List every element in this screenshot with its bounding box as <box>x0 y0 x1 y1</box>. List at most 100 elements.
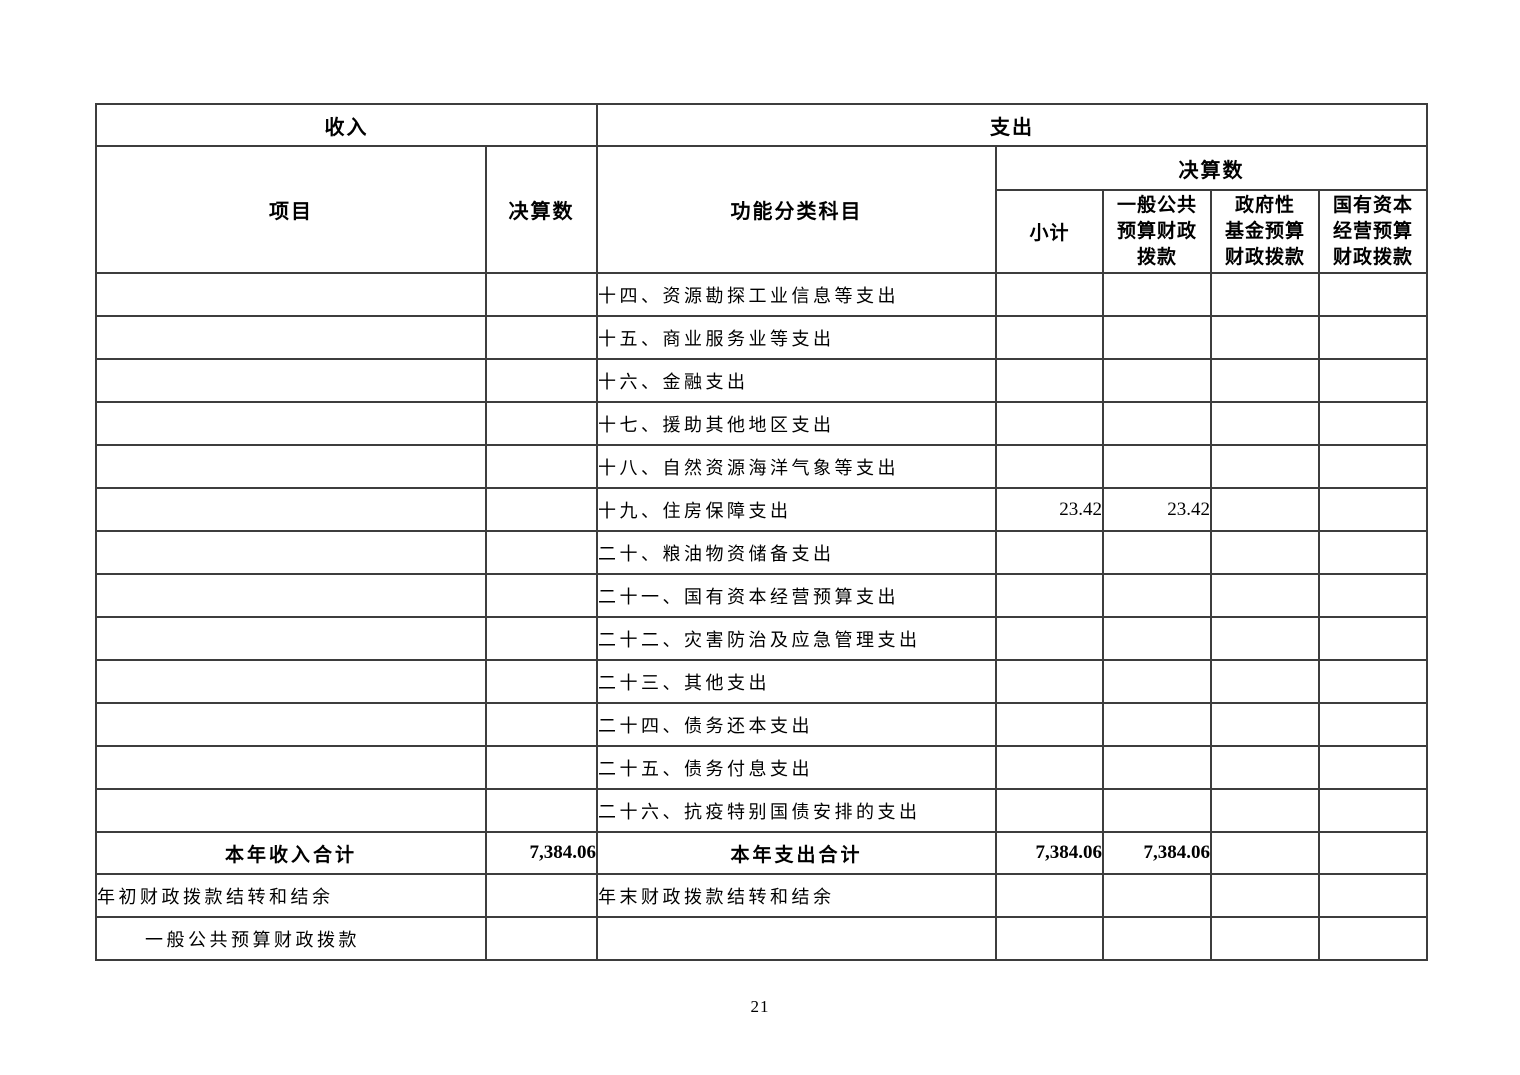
income-item-cell <box>95 702 487 747</box>
table-row: 二十二、灾害防治及应急管理支出 <box>95 616 1429 661</box>
income-item-cell <box>95 401 487 446</box>
table-row: 十四、资源勘探工业信息等支出 <box>95 272 1429 317</box>
carryover-general-cell <box>1102 873 1212 918</box>
state-capital-value-cell <box>1317 358 1429 403</box>
subtotal-value-cell <box>995 745 1104 790</box>
government-fund-value-cell <box>1210 358 1320 403</box>
subtotal-value-cell <box>995 659 1104 704</box>
expense-final-amount-header: 决算数 <box>994 145 1429 191</box>
table-row: 十七、援助其他地区支出 <box>95 401 1429 446</box>
general-budget-value-cell <box>1102 702 1212 747</box>
income-value-cell <box>485 616 598 661</box>
functional-category-header: 功能分类科目 <box>596 145 997 274</box>
header-line: 经营预算 <box>1333 220 1414 242</box>
table-row: 二十四、债务还本支出 <box>95 702 1429 747</box>
income-item-cell <box>95 358 487 403</box>
general-public-budget-header: 一般公共 预算财政 拨款 <box>1102 189 1212 274</box>
general-budget-fund-cell <box>1210 916 1320 961</box>
government-fund-value-cell <box>1210 702 1320 747</box>
expense-section-header: 支出 <box>595 103 1429 147</box>
subtotal-value-cell <box>995 530 1104 575</box>
state-capital-value-cell <box>1317 702 1429 747</box>
expense-category-cell: 二十三、其他支出 <box>596 659 997 704</box>
item-column-header: 项目 <box>95 145 487 274</box>
income-value-cell <box>485 659 598 704</box>
state-capital-value-cell <box>1317 444 1429 489</box>
expense-category-cell: 二十六、抗疫特别国债安排的支出 <box>596 788 997 833</box>
income-item-cell <box>95 573 487 618</box>
income-value-cell <box>485 487 598 532</box>
header-line: 预算财政 <box>1116 220 1197 242</box>
budget-table: 收入 支出 项目 决算数 功能分类科目 决算数 小计 一般公共 预算财政 拨款 … <box>95 103 1429 961</box>
state-capital-value-cell <box>1317 745 1429 790</box>
header-line: 基金预算 <box>1224 220 1305 242</box>
subtotal-value-cell <box>995 616 1104 661</box>
income-carryover-value <box>485 873 598 918</box>
income-section-header: 收入 <box>95 103 598 147</box>
sub-header-row: 小计 一般公共 预算财政 拨款 政府性 基金预算 财政拨款 国有资本 经营预算 … <box>96 189 1429 274</box>
carryover-capital-cell <box>1317 873 1429 918</box>
government-fund-value-cell <box>1210 401 1320 446</box>
income-value-cell <box>485 315 598 360</box>
expense-category-cell: 十七、援助其他地区支出 <box>596 401 997 446</box>
income-item-cell <box>95 315 487 360</box>
expense-total-label: 本年支出合计 <box>596 831 997 875</box>
income-value-cell <box>485 702 598 747</box>
income-item-cell <box>95 659 487 704</box>
income-value-cell <box>485 444 598 489</box>
government-fund-value-cell <box>1210 745 1320 790</box>
income-carryover-label: 年初财政拨款结转和结余 <box>95 873 487 918</box>
table-row: 十五、商业服务业等支出 <box>95 315 1429 360</box>
government-fund-value-cell <box>1210 616 1320 661</box>
general-budget-expense-label <box>596 916 997 961</box>
state-capital-value-cell <box>1317 530 1429 575</box>
income-item-cell <box>95 616 487 661</box>
state-capital-value-cell <box>1317 315 1429 360</box>
general-budget-value-cell <box>1102 659 1212 704</box>
carryover-subtotal-cell <box>995 873 1104 918</box>
expense-category-cell: 十四、资源勘探工业信息等支出 <box>596 272 997 317</box>
income-total-value: 7,384.06 <box>485 831 598 875</box>
general-budget-value-cell <box>1102 788 1212 833</box>
subtotal-value-cell <box>995 358 1104 403</box>
expense-category-cell: 二十四、债务还本支出 <box>596 702 997 747</box>
income-value-cell <box>485 358 598 403</box>
table-row: 二十三、其他支出 <box>95 659 1429 704</box>
general-budget-row: 一般公共预算财政拨款 <box>95 916 1429 961</box>
state-capital-value-cell <box>1317 401 1429 446</box>
state-capital-value-cell <box>1317 659 1429 704</box>
state-capital-budget-header: 国有资本 经营预算 财政拨款 <box>1317 189 1429 274</box>
carryover-row: 年初财政拨款结转和结余 年末财政拨款结转和结余 <box>95 873 1429 918</box>
subtotal-value-cell <box>995 272 1104 317</box>
income-value-cell <box>485 745 598 790</box>
expense-category-cell: 十八、自然资源海洋气象等支出 <box>596 444 997 489</box>
government-fund-budget-header: 政府性 基金预算 财政拨款 <box>1210 189 1320 274</box>
carryover-fund-cell <box>1210 873 1320 918</box>
expense-category-cell: 二十五、债务付息支出 <box>596 745 997 790</box>
general-budget-value-cell <box>1102 616 1212 661</box>
header-line: 国有资本 <box>1333 194 1414 216</box>
government-fund-value-cell <box>1210 530 1320 575</box>
expense-carryover-label: 年末财政拨款结转和结余 <box>596 873 997 918</box>
government-fund-value-cell <box>1210 573 1320 618</box>
subtotal-value-cell <box>995 573 1104 618</box>
general-budget-value-cell <box>1102 272 1212 317</box>
government-fund-value-cell <box>1210 444 1320 489</box>
income-item-cell <box>95 272 487 317</box>
totals-row: 本年收入合计 7,384.06 本年支出合计 7,384.06 7,384.06 <box>95 831 1429 875</box>
government-fund-value-cell <box>1210 272 1320 317</box>
general-budget-value-cell <box>1102 358 1212 403</box>
general-budget-value-cell <box>1102 444 1212 489</box>
general-budget-value-cell <box>1102 401 1212 446</box>
subtotal-value-cell <box>995 702 1104 747</box>
expense-category-cell: 二十一、国有资本经营预算支出 <box>596 573 997 618</box>
header-line: 政府性 <box>1234 194 1295 216</box>
section-header-row: 收入 支出 <box>95 103 1429 147</box>
expense-category-cell: 二十二、灾害防治及应急管理支出 <box>596 616 997 661</box>
income-item-cell <box>95 487 487 532</box>
income-item-cell <box>95 444 487 489</box>
header-line: 一般公共 <box>1116 194 1197 216</box>
expense-total-general: 7,384.06 <box>1102 831 1212 875</box>
government-fund-value-cell <box>1210 788 1320 833</box>
government-fund-value-cell <box>1210 487 1320 532</box>
